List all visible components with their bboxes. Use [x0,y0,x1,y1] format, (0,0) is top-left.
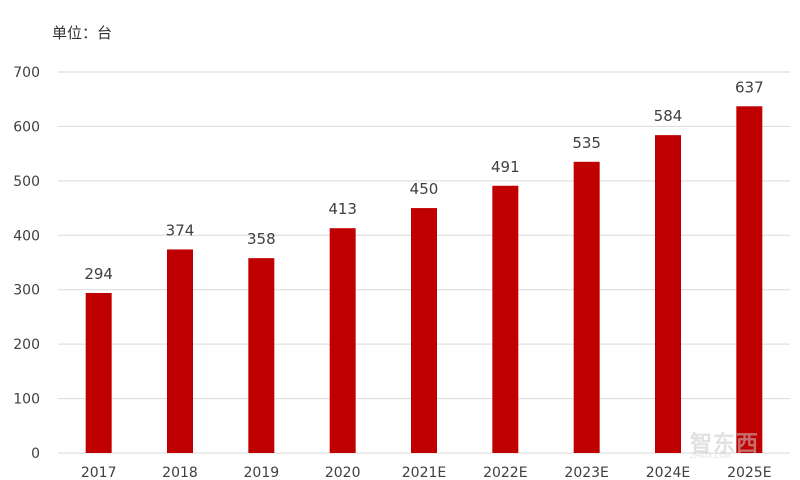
bar-2023E [573,161,600,454]
data-label-2025E: 637 [735,78,764,96]
data-label-2017: 294 [84,265,113,283]
data-labels: 294 374 358 413 450 491 535 584 637 [84,78,763,283]
bar-2025E [736,106,763,453]
y-tick-label: 0 [31,446,40,462]
y-tick-label: 100 [13,392,40,408]
x-tick-label-2023E: 2023E [564,465,608,480]
x-tick-label-2024E: 2024E [646,465,690,480]
data-label-2021E: 450 [410,180,439,198]
y-axis-ticks: 0 100 200 300 400 500 600 700 [13,65,40,462]
y-tick-label: 600 [13,119,40,135]
x-tick-label-2021E: 2021E [402,465,446,480]
data-label-2024E: 584 [654,107,683,125]
watermark-logo: 智东西 [690,432,760,457]
y-tick-label: 500 [13,174,40,190]
bar-2017 [85,292,112,453]
y-tick-label: 400 [13,228,40,244]
bar-2018 [167,249,193,453]
x-tick-label-2017: 2017 [81,465,117,480]
y-tick-label: 700 [13,65,40,81]
data-label-2023E: 535 [572,134,601,152]
x-tick-label-2022E: 2022E [483,465,527,480]
x-tick-label-2025E: 2025E [727,465,771,480]
y-tick-label: 300 [13,283,40,299]
bar-2021E [411,208,437,453]
x-axis-ticks: 2017 2018 2019 2020 2021E 2022E 2023E 2024E 2025… [81,465,772,480]
data-label-2022E: 491 [491,158,520,176]
bar-2019 [248,258,275,453]
data-label-2019: 358 [247,230,276,248]
data-label-2018: 374 [166,221,195,239]
data-label-2020: 413 [328,200,357,218]
x-tick-label-2018: 2018 [162,465,198,480]
bars [85,106,763,454]
bar-2022E [492,185,519,453]
bar-2020 [329,228,356,453]
bar-2024E [655,135,681,453]
watermark-subtext: ZHIDX.COM [690,452,731,460]
x-tick-label-2020: 2020 [325,465,361,480]
unit-label: 单位：台 [52,24,113,42]
y-tick-label: 200 [13,337,40,353]
x-tick-label-2019: 2019 [244,465,280,480]
